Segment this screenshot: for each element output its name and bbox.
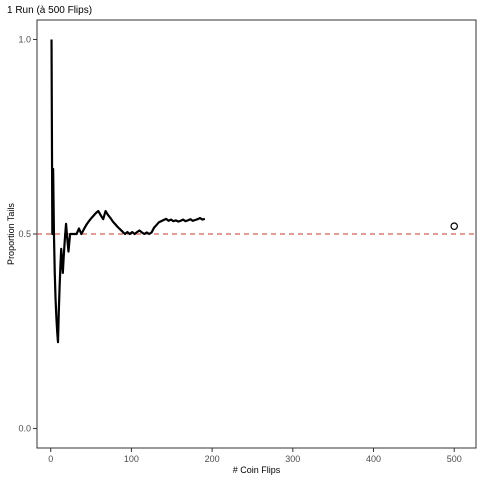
x-tick-label: 400	[366, 454, 381, 464]
x-tick-label: 300	[285, 454, 300, 464]
point-layer	[450, 222, 459, 231]
y-tick-label: 1.0	[18, 34, 31, 44]
x-axis: 0 100 200 300 400 500	[48, 448, 462, 464]
y-axis-label: Proportion Tails	[6, 203, 16, 265]
y-axis: 0.0 0.5 1.0	[18, 34, 37, 434]
x-tick-label: 100	[124, 454, 139, 464]
y-tick-label: 0.0	[18, 424, 31, 434]
y-tick-label: 0.5	[18, 229, 31, 239]
x-tick-label: 500	[447, 454, 462, 464]
x-tick-label: 200	[205, 454, 220, 464]
x-axis-label: # Coin Flips	[233, 465, 281, 475]
data-point	[450, 222, 459, 231]
x-tick-label: 0	[48, 454, 53, 464]
chart-title: 1 Run (à 500 Flips)	[7, 5, 92, 16]
series-line	[50, 39, 206, 344]
